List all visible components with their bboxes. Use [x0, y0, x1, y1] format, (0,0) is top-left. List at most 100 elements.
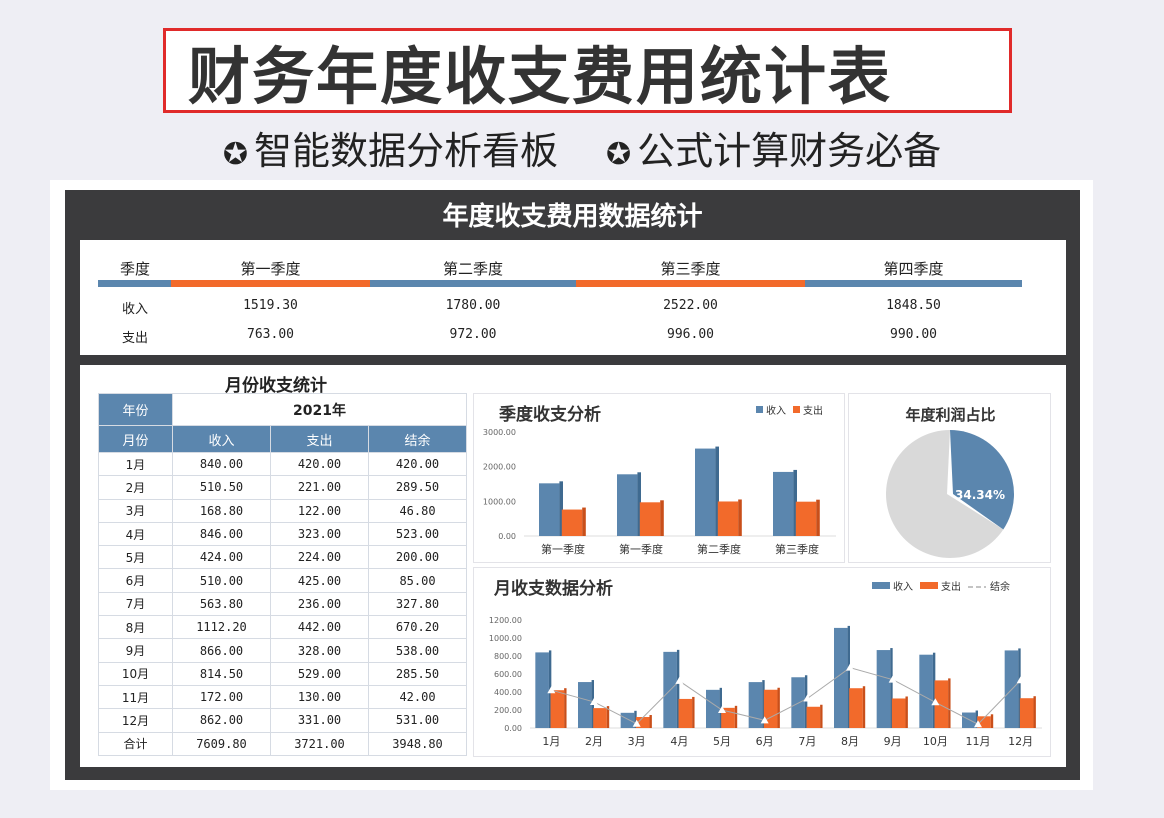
- bar-income: [773, 471, 794, 536]
- table-cell[interactable]: 442.00: [270, 615, 369, 640]
- x-tick-label: 2月: [585, 735, 603, 748]
- table-cell[interactable]: 11月: [98, 684, 173, 710]
- table-cell[interactable]: 289.50: [368, 475, 467, 500]
- table-cell[interactable]: 523.00: [368, 521, 467, 547]
- table-cell[interactable]: 420.00: [270, 451, 369, 477]
- y-tick-label: 1000.00: [489, 634, 522, 643]
- table-cell[interactable]: 8月: [98, 615, 173, 640]
- quarter-name: 第四季度: [883, 260, 944, 278]
- table-cell[interactable]: 531.00: [368, 708, 467, 733]
- y-tick-label: 1000.00: [483, 497, 516, 506]
- quarter-bar-segment: [805, 280, 1022, 287]
- bar-side: [862, 686, 866, 728]
- table-cell[interactable]: 814.50: [172, 661, 271, 686]
- table-row: 9月 866.00 328.00 538.00: [98, 638, 467, 663]
- quarter-expense: 763.00: [247, 327, 294, 342]
- table-cell[interactable]: 323.00: [270, 521, 369, 547]
- table-cell[interactable]: 866.00: [172, 638, 271, 663]
- banner-title: 财务年度收支费用统计表: [163, 28, 1012, 113]
- table-cell[interactable]: 331.00: [270, 708, 369, 733]
- table-cell[interactable]: 3721.00: [270, 731, 369, 756]
- table-cell[interactable]: 46.80: [368, 498, 467, 523]
- table-cell[interactable]: 3948.80: [368, 731, 467, 756]
- table-cell[interactable]: 862.00: [172, 708, 271, 733]
- bar-income: [791, 677, 805, 728]
- table-cell[interactable]: 3月: [98, 498, 173, 523]
- table-cell[interactable]: 510.00: [172, 568, 271, 593]
- table-cell[interactable]: 840.00: [172, 451, 271, 477]
- quarter-expense: 972.00: [449, 327, 497, 342]
- bar-income: [620, 712, 635, 728]
- table-cell[interactable]: 1112.20: [172, 615, 271, 640]
- table-cell[interactable]: 2月: [98, 475, 173, 500]
- bar-income: [535, 652, 549, 728]
- table-cell[interactable]: 合计: [98, 731, 173, 756]
- table-cell[interactable]: 122.00: [270, 498, 369, 523]
- table-cell[interactable]: 846.00: [172, 521, 271, 547]
- table-row: 2月 510.50 221.00 289.50: [98, 475, 467, 500]
- table-cell[interactable]: 327.80: [368, 591, 467, 617]
- bar-side: [582, 507, 586, 536]
- table-cell[interactable]: 12月: [98, 708, 173, 733]
- table-cell[interactable]: 224.00: [270, 545, 369, 570]
- bar-side: [559, 481, 563, 536]
- table-cell[interactable]: 236.00: [270, 591, 369, 617]
- table-cell[interactable]: 538.00: [368, 638, 467, 663]
- balance-line: [551, 667, 1022, 725]
- legend-swatch: [920, 582, 938, 589]
- bar-income: [834, 627, 848, 728]
- table-cell[interactable]: 328.00: [270, 638, 369, 663]
- table-cell[interactable]: 4月: [98, 521, 173, 547]
- table-cell[interactable]: 424.00: [172, 545, 271, 570]
- star-icon: ✪: [606, 137, 632, 172]
- table-cell[interactable]: 130.00: [270, 684, 369, 710]
- table-cell[interactable]: 7月: [98, 591, 173, 617]
- table-row: 6月 510.00 425.00 85.00: [98, 568, 467, 593]
- monthly-table-title: 月份收支统计: [225, 376, 327, 396]
- y-tick-label: 600.00: [494, 670, 522, 679]
- table-cell[interactable]: 425.00: [270, 568, 369, 593]
- table-cell[interactable]: 670.20: [368, 615, 467, 640]
- bar-side: [777, 687, 780, 728]
- table-cell[interactable]: 7609.80: [172, 731, 271, 756]
- table-cell[interactable]: 9月: [98, 638, 173, 663]
- x-tick-label: 第三季度: [775, 542, 819, 556]
- quarter-header-label: 季度: [119, 260, 150, 278]
- table-cell[interactable]: 563.80: [172, 591, 271, 617]
- table-cell[interactable]: 1月: [98, 451, 173, 477]
- table-row: 4月 846.00 323.00 523.00: [98, 521, 467, 547]
- bar-income: [706, 689, 720, 728]
- legend-swatch: [756, 406, 763, 413]
- table-cell[interactable]: 6月: [98, 568, 173, 593]
- quarter-name: 第一季度: [240, 260, 301, 278]
- table-cell[interactable]: 510.50: [172, 475, 271, 500]
- table-cell[interactable]: 168.80: [172, 498, 271, 523]
- legend-swatch: [793, 406, 800, 413]
- table-cell[interactable]: 5月: [98, 545, 173, 570]
- table-cell[interactable]: 85.00: [368, 568, 467, 593]
- bar-side: [649, 715, 652, 728]
- table-cell[interactable]: 172.00: [172, 684, 271, 710]
- total-row: 合计 7609.80 3721.00 3948.80: [98, 731, 467, 756]
- x-tick-label: 9月: [884, 735, 902, 748]
- bar-expense: [977, 716, 991, 728]
- x-tick-label: 第一季度: [541, 542, 585, 556]
- table-cell[interactable]: 529.00: [270, 661, 369, 686]
- bar-side: [793, 469, 797, 536]
- table-cell[interactable]: 420.00: [368, 451, 467, 477]
- table-cell[interactable]: 221.00: [270, 475, 369, 500]
- table-cell[interactable]: 200.00: [368, 545, 467, 570]
- table-cell[interactable]: 285.50: [368, 661, 467, 686]
- bar-side: [660, 500, 664, 536]
- legend-label: 支出: [941, 580, 961, 593]
- legend-swatch: [872, 582, 890, 589]
- table-row: 7月 563.80 236.00 327.80: [98, 591, 467, 617]
- year-value[interactable]: 2021年: [172, 393, 467, 426]
- quarter-bar-segment: [98, 280, 171, 287]
- table-cell[interactable]: 10月: [98, 661, 173, 686]
- bar-side: [932, 652, 936, 728]
- bar-side: [637, 472, 641, 536]
- x-tick-label: 6月: [756, 735, 774, 748]
- table-row: 10月 814.50 529.00 285.50: [98, 661, 467, 686]
- table-cell[interactable]: 42.00: [368, 684, 467, 710]
